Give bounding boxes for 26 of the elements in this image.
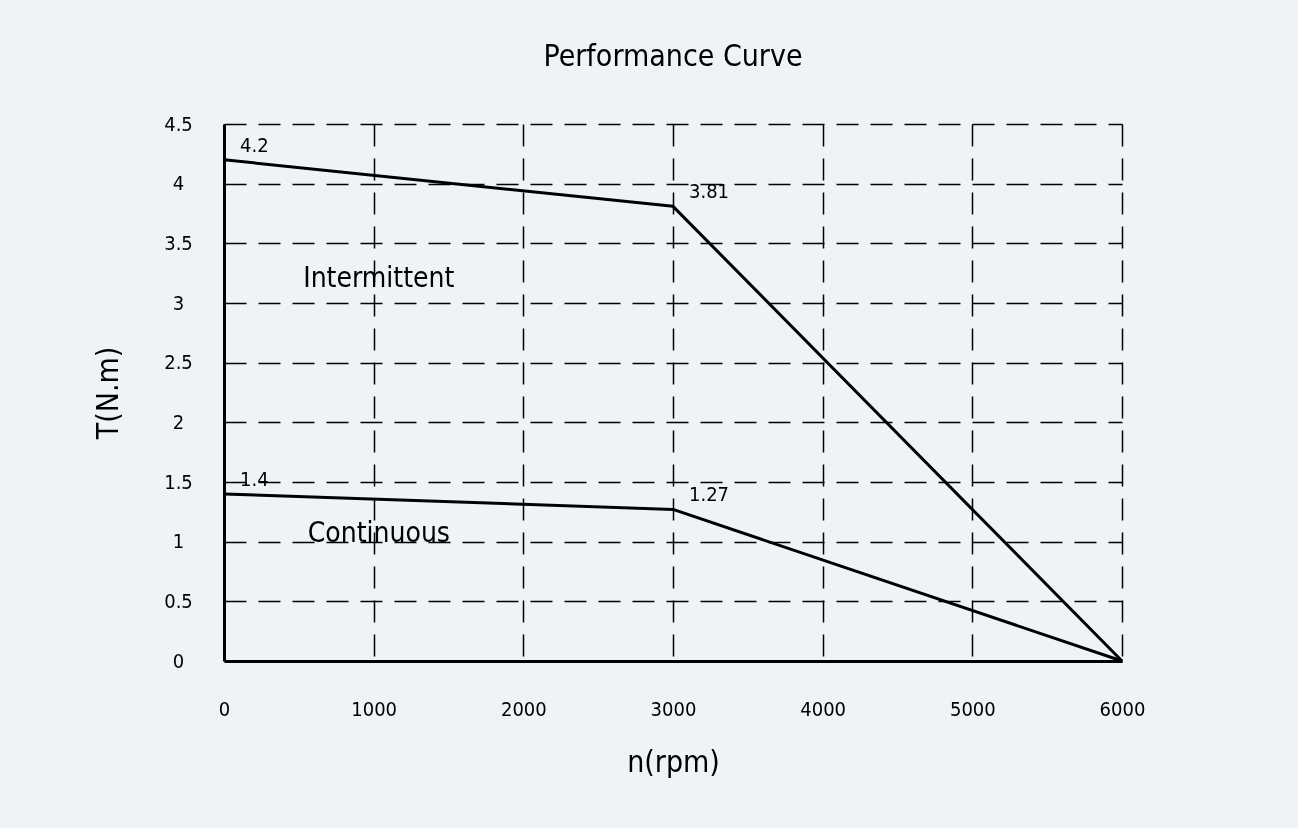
- x-tick-label: 5000: [949, 696, 996, 721]
- x-axis-title: n(rpm): [627, 743, 720, 779]
- y-tick-label: 4.5: [164, 111, 193, 136]
- x-tick-label: 6000: [1099, 696, 1146, 721]
- y-tick-label: 4: [172, 171, 185, 196]
- y-tick-label: 0: [172, 648, 185, 673]
- data-label: 1.27: [689, 482, 730, 507]
- series-label: Continuous: [307, 515, 450, 549]
- x-tick-label: 1000: [351, 696, 398, 721]
- y-tick-label: 2.5: [164, 350, 193, 375]
- x-tick-label: 0: [218, 696, 231, 721]
- data-label: 1.4: [240, 466, 269, 491]
- x-tick-label: 3000: [650, 696, 697, 721]
- text: Intermittent: [303, 261, 455, 295]
- y-tick-label: 2: [172, 409, 185, 434]
- x-tick-label: 4000: [800, 696, 847, 721]
- x-tick-label: 2000: [500, 696, 547, 721]
- data-label: 3.81: [689, 179, 730, 204]
- y-axis-title: T(N.m): [90, 346, 126, 441]
- y-tick-label: 1: [172, 529, 185, 554]
- y-tick-label: 3: [172, 290, 185, 315]
- data-label: 4.2: [240, 132, 269, 157]
- y-tick-label: 0.5: [164, 588, 193, 613]
- y-tick-label: 1.5: [164, 469, 193, 494]
- chart-title: Performance Curve: [543, 38, 803, 73]
- y-tick-label: 3.5: [164, 230, 193, 255]
